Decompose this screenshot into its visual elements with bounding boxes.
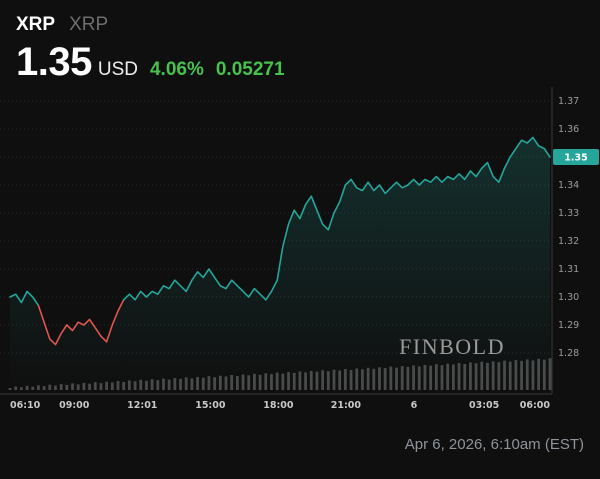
price-line-up bbox=[122, 136, 551, 301]
price-line-up bbox=[9, 290, 40, 307]
header: XRP XRP 1.35 USD 4.06% 0.05271 bbox=[0, 0, 600, 85]
svg-text:06:00: 06:00 bbox=[520, 400, 551, 411]
svg-text:03:05: 03:05 bbox=[469, 400, 499, 411]
svg-text:1.35: 1.35 bbox=[564, 153, 587, 164]
price-row: 1.35 USD 4.06% 0.05271 bbox=[16, 40, 584, 85]
price-chart-canvas[interactable]: 1.37 1.36 1.35 1.34 1.33 1.32 1.31 1.30 1.29 1.28… bbox=[0, 87, 600, 422]
svg-text:06:10: 06:10 bbox=[10, 400, 41, 411]
y-axis-labels: 1.371.361.351.341.331.321.311.301.291.28 bbox=[558, 96, 579, 359]
svg-text:1.37: 1.37 bbox=[558, 96, 579, 107]
price-change-absolute: 0.05271 bbox=[215, 59, 285, 80]
last-price-badge: 1.35 bbox=[553, 149, 599, 165]
svg-text:1.34: 1.34 bbox=[558, 180, 579, 191]
svg-text:15:00: 15:00 bbox=[195, 400, 226, 411]
price-chart[interactable]: 1.37 1.36 1.35 1.34 1.33 1.32 1.31 1.30 1.29 1.28… bbox=[0, 87, 600, 422]
svg-text:1.28: 1.28 bbox=[558, 348, 579, 359]
svg-text:09:00: 09:00 bbox=[59, 400, 90, 411]
svg-text:18:00: 18:00 bbox=[263, 400, 294, 411]
svg-text:1.33: 1.33 bbox=[558, 208, 579, 219]
price-line-down bbox=[37, 299, 125, 346]
price-change-percent: 4.06% bbox=[149, 59, 204, 80]
svg-text:1.30: 1.30 bbox=[558, 292, 579, 303]
x-axis-labels: 06:10 09:00 12:01 15:00 18:00 21:00 6 03:05 06:0… bbox=[10, 400, 550, 411]
svg-text:1.32: 1.32 bbox=[558, 236, 579, 247]
svg-text:1.31: 1.31 bbox=[558, 264, 579, 275]
asset-name: XRP bbox=[69, 14, 109, 35]
svg-text:1.29: 1.29 bbox=[558, 320, 579, 331]
symbol-row: XRP XRP bbox=[16, 14, 584, 36]
svg-text:1.36: 1.36 bbox=[558, 124, 579, 135]
chart-timestamp: Apr 6, 2026, 6:10am (EST) bbox=[404, 436, 584, 453]
asset-symbol: XRP bbox=[16, 14, 56, 35]
svg-text:6: 6 bbox=[411, 400, 418, 411]
price-currency: USD bbox=[97, 59, 138, 80]
svg-text:21:00: 21:00 bbox=[331, 400, 362, 411]
price-value: 1.35 bbox=[16, 40, 92, 84]
svg-text:12:01: 12:01 bbox=[127, 400, 157, 411]
